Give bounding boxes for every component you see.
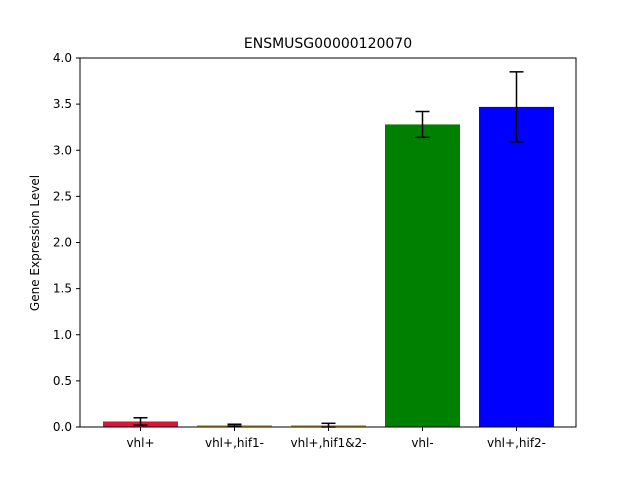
y-tick-label-1: 0.5 (53, 374, 72, 388)
y-axis-label: Gene Expression Level (28, 175, 42, 311)
chart-title: ENSMUSG00000120070 (244, 36, 412, 52)
y-tick-label-3: 1.5 (53, 282, 72, 296)
y-tick-label-2: 1.0 (53, 328, 72, 342)
y-tick-label-7: 3.5 (53, 97, 72, 111)
bars-layer (103, 106, 554, 428)
y-tick-label-6: 3.0 (53, 143, 72, 157)
x-axis-ticks: vhl+ vhl+,hif1- vhl+,hif1&2- vhl-vhl+,hif2- (126, 427, 546, 450)
y-tick-label-4: 2.0 (53, 236, 72, 250)
plot-frame (79, 57, 577, 428)
x-tick-label-0: vhl+ (126, 436, 154, 450)
y-tick-label-5: 2.5 (53, 189, 72, 203)
x-tick-label-2: vhl+,hif1&2- (290, 436, 366, 450)
y-tick-label-0: 0.0 (53, 420, 72, 434)
bar-3 (385, 124, 460, 428)
x-tick-label-4: vhl+,hif2- (487, 436, 546, 450)
y-tick-label-8: 4.0 (53, 51, 72, 65)
y-axis-ticks: 0.0 0.5 1.0 1.5 2.0 2.5 3.0 3.5 4.0 (53, 51, 80, 434)
bar-4 (479, 106, 554, 427)
error-bars-layer (133, 71, 524, 428)
x-tick-label-3: vhl- (411, 436, 433, 450)
x-tick-label-1: vhl+,hif1- (205, 436, 264, 450)
